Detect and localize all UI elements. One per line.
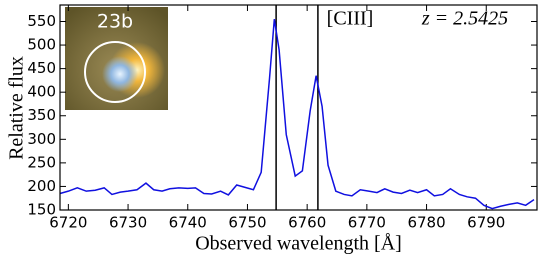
x-tick-label: 6730 [109, 214, 147, 232]
x-tick-label: 6740 [169, 214, 207, 232]
x-axis-label: Observed wavelength [Å] [195, 233, 402, 255]
x-tick-label: 6770 [348, 214, 386, 232]
y-tick-label: 250 [27, 153, 56, 171]
x-tick-label: 6720 [49, 214, 87, 232]
inset-label: 23b [97, 11, 133, 33]
y-tick-label: 300 [27, 130, 56, 148]
y-tick-label: 500 [27, 36, 56, 54]
y-tick-label: 400 [27, 83, 56, 101]
annotation: z = 2.5425 [421, 8, 508, 30]
x-tick-label: 6790 [467, 214, 505, 232]
y-tick-label: 350 [27, 106, 56, 124]
y-tick-label: 200 [27, 177, 56, 195]
spectrum-line [59, 19, 535, 210]
inset-image: 23b [65, 7, 168, 110]
annotation: [CIII] [327, 8, 374, 30]
x-tick-label: 6780 [407, 214, 445, 232]
y-tick-label: 450 [27, 59, 56, 77]
inset-circle [84, 41, 146, 103]
y-tick-label: 550 [27, 12, 56, 30]
plot-frame [59, 4, 538, 211]
y-tick-label: 150 [27, 201, 56, 219]
inset-glow [102, 56, 138, 92]
x-tick-label: 6760 [288, 214, 326, 232]
x-tick-label: 6750 [228, 214, 266, 232]
y-axis-label: Relative flux [6, 56, 28, 160]
